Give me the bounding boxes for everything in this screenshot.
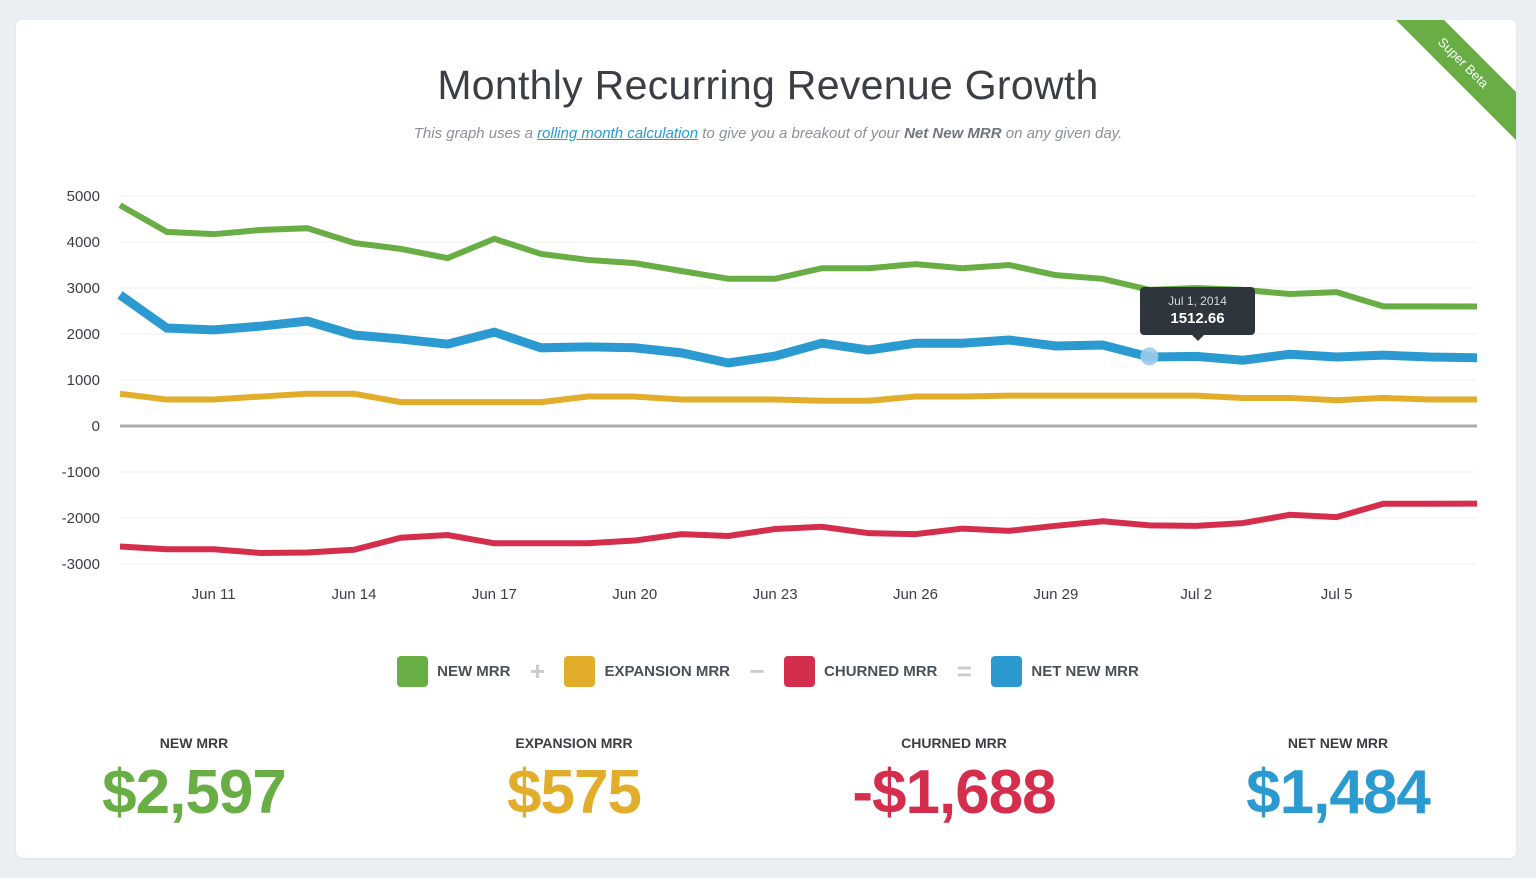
stat-label: NEW MRR xyxy=(159,735,229,751)
page-title: Monthly Recurring Revenue Growth xyxy=(437,62,1099,108)
series-line-expansion-mrr xyxy=(119,390,1477,406)
y-tick-label: 0 xyxy=(92,418,100,435)
stat-value: $1,484 xyxy=(1246,758,1431,827)
x-tick-label: Jun 11 xyxy=(192,586,236,603)
equals-operator: = xyxy=(956,656,972,686)
mrr-card: Super Beta xyxy=(16,20,1516,858)
x-tick-label: Jun 23 xyxy=(753,586,798,603)
tooltip-value: 1512.66 xyxy=(1170,310,1225,327)
y-tick-label: 5000 xyxy=(67,188,100,205)
stat-label: EXPANSION MRR xyxy=(515,735,633,751)
legend-item-expansion-mrr[interactable]: EXPANSION MRR xyxy=(564,656,730,687)
series-line-new-mrr xyxy=(118,202,1478,310)
y-tick-label: 1000 xyxy=(67,372,100,389)
stat-label: NET NEW MRR xyxy=(1287,735,1389,751)
x-tick-label: Jun 26 xyxy=(893,586,938,603)
legend-swatch xyxy=(564,656,596,687)
subtitle-post: on any given day. xyxy=(1001,125,1123,142)
x-tick-label: Jul 2 xyxy=(1180,586,1212,603)
legend-swatch xyxy=(784,656,816,687)
stat-value: $2,597 xyxy=(102,758,287,827)
legend-label: NET NEW MRR xyxy=(1031,663,1139,680)
legend-item-net-new-mrr[interactable]: NET NEW MRR xyxy=(991,656,1139,687)
legend-label: NEW MRR xyxy=(437,663,511,680)
tooltip-date: Jul 1, 2014 xyxy=(1168,294,1227,308)
legend-item-churned-mrr[interactable]: CHURNED MRR xyxy=(784,656,937,687)
legend-label: CHURNED MRR xyxy=(824,663,938,680)
stat-churned-mrr: CHURNED MRR -$1,688 xyxy=(804,735,1104,828)
x-tick-label: Jun 20 xyxy=(612,586,657,603)
y-tick-label: -2000 xyxy=(62,510,100,527)
series-line-net-new-mrr xyxy=(117,291,1478,368)
rolling-month-link[interactable]: rolling month calculation xyxy=(537,125,699,142)
stat-net-new-mrr: NET NEW MRR $1,484 xyxy=(1188,735,1488,828)
y-tick-label: 4000 xyxy=(67,234,100,251)
subtitle-pre: This graph uses a xyxy=(413,125,538,142)
stat-new-mrr: NEW MRR $2,597 xyxy=(44,735,344,828)
y-tick-label: 2000 xyxy=(67,326,100,343)
legend: NEW MRR + EXPANSION MRR − CHURNED MRR = … xyxy=(0,656,1536,687)
minus-operator: − xyxy=(749,656,765,686)
stat-value: -$1,688 xyxy=(852,758,1056,827)
y-tick-label: -1000 xyxy=(62,464,100,481)
highlight-point xyxy=(1140,347,1159,366)
subtitle-bold: Net New MRR xyxy=(904,125,1002,142)
x-tick-label: Jun 17 xyxy=(472,586,517,603)
subtitle: This graph uses a rolling month calculat… xyxy=(0,125,1536,142)
series-line-churned-mrr xyxy=(119,500,1478,556)
legend-item-new-mrr[interactable]: NEW MRR xyxy=(397,656,510,687)
y-tick-label: -3000 xyxy=(62,556,100,573)
x-tick-label: Jun 29 xyxy=(1033,586,1078,603)
legend-label: EXPANSION MRR xyxy=(604,663,731,680)
legend-swatch xyxy=(991,656,1023,687)
x-tick-label: Jul 5 xyxy=(1321,586,1353,603)
subtitle-mid: to give you a breakout of your xyxy=(698,125,905,142)
stat-value: $575 xyxy=(507,758,642,827)
chart-tooltip: Jul 1, 2014 1512.66 xyxy=(1140,287,1255,341)
stat-expansion-mrr: EXPANSION MRR $575 xyxy=(424,735,724,828)
legend-swatch xyxy=(397,656,429,687)
x-tick-label: Jun 14 xyxy=(331,586,376,603)
mrr-line-chart: 5000 4000 3000 2000 1000 0 -1000 -2000 -3000 Jun … xyxy=(62,188,1478,603)
stat-label: CHURNED MRR xyxy=(901,735,1007,751)
plus-operator: + xyxy=(529,656,546,686)
y-tick-label: 3000 xyxy=(67,280,100,297)
